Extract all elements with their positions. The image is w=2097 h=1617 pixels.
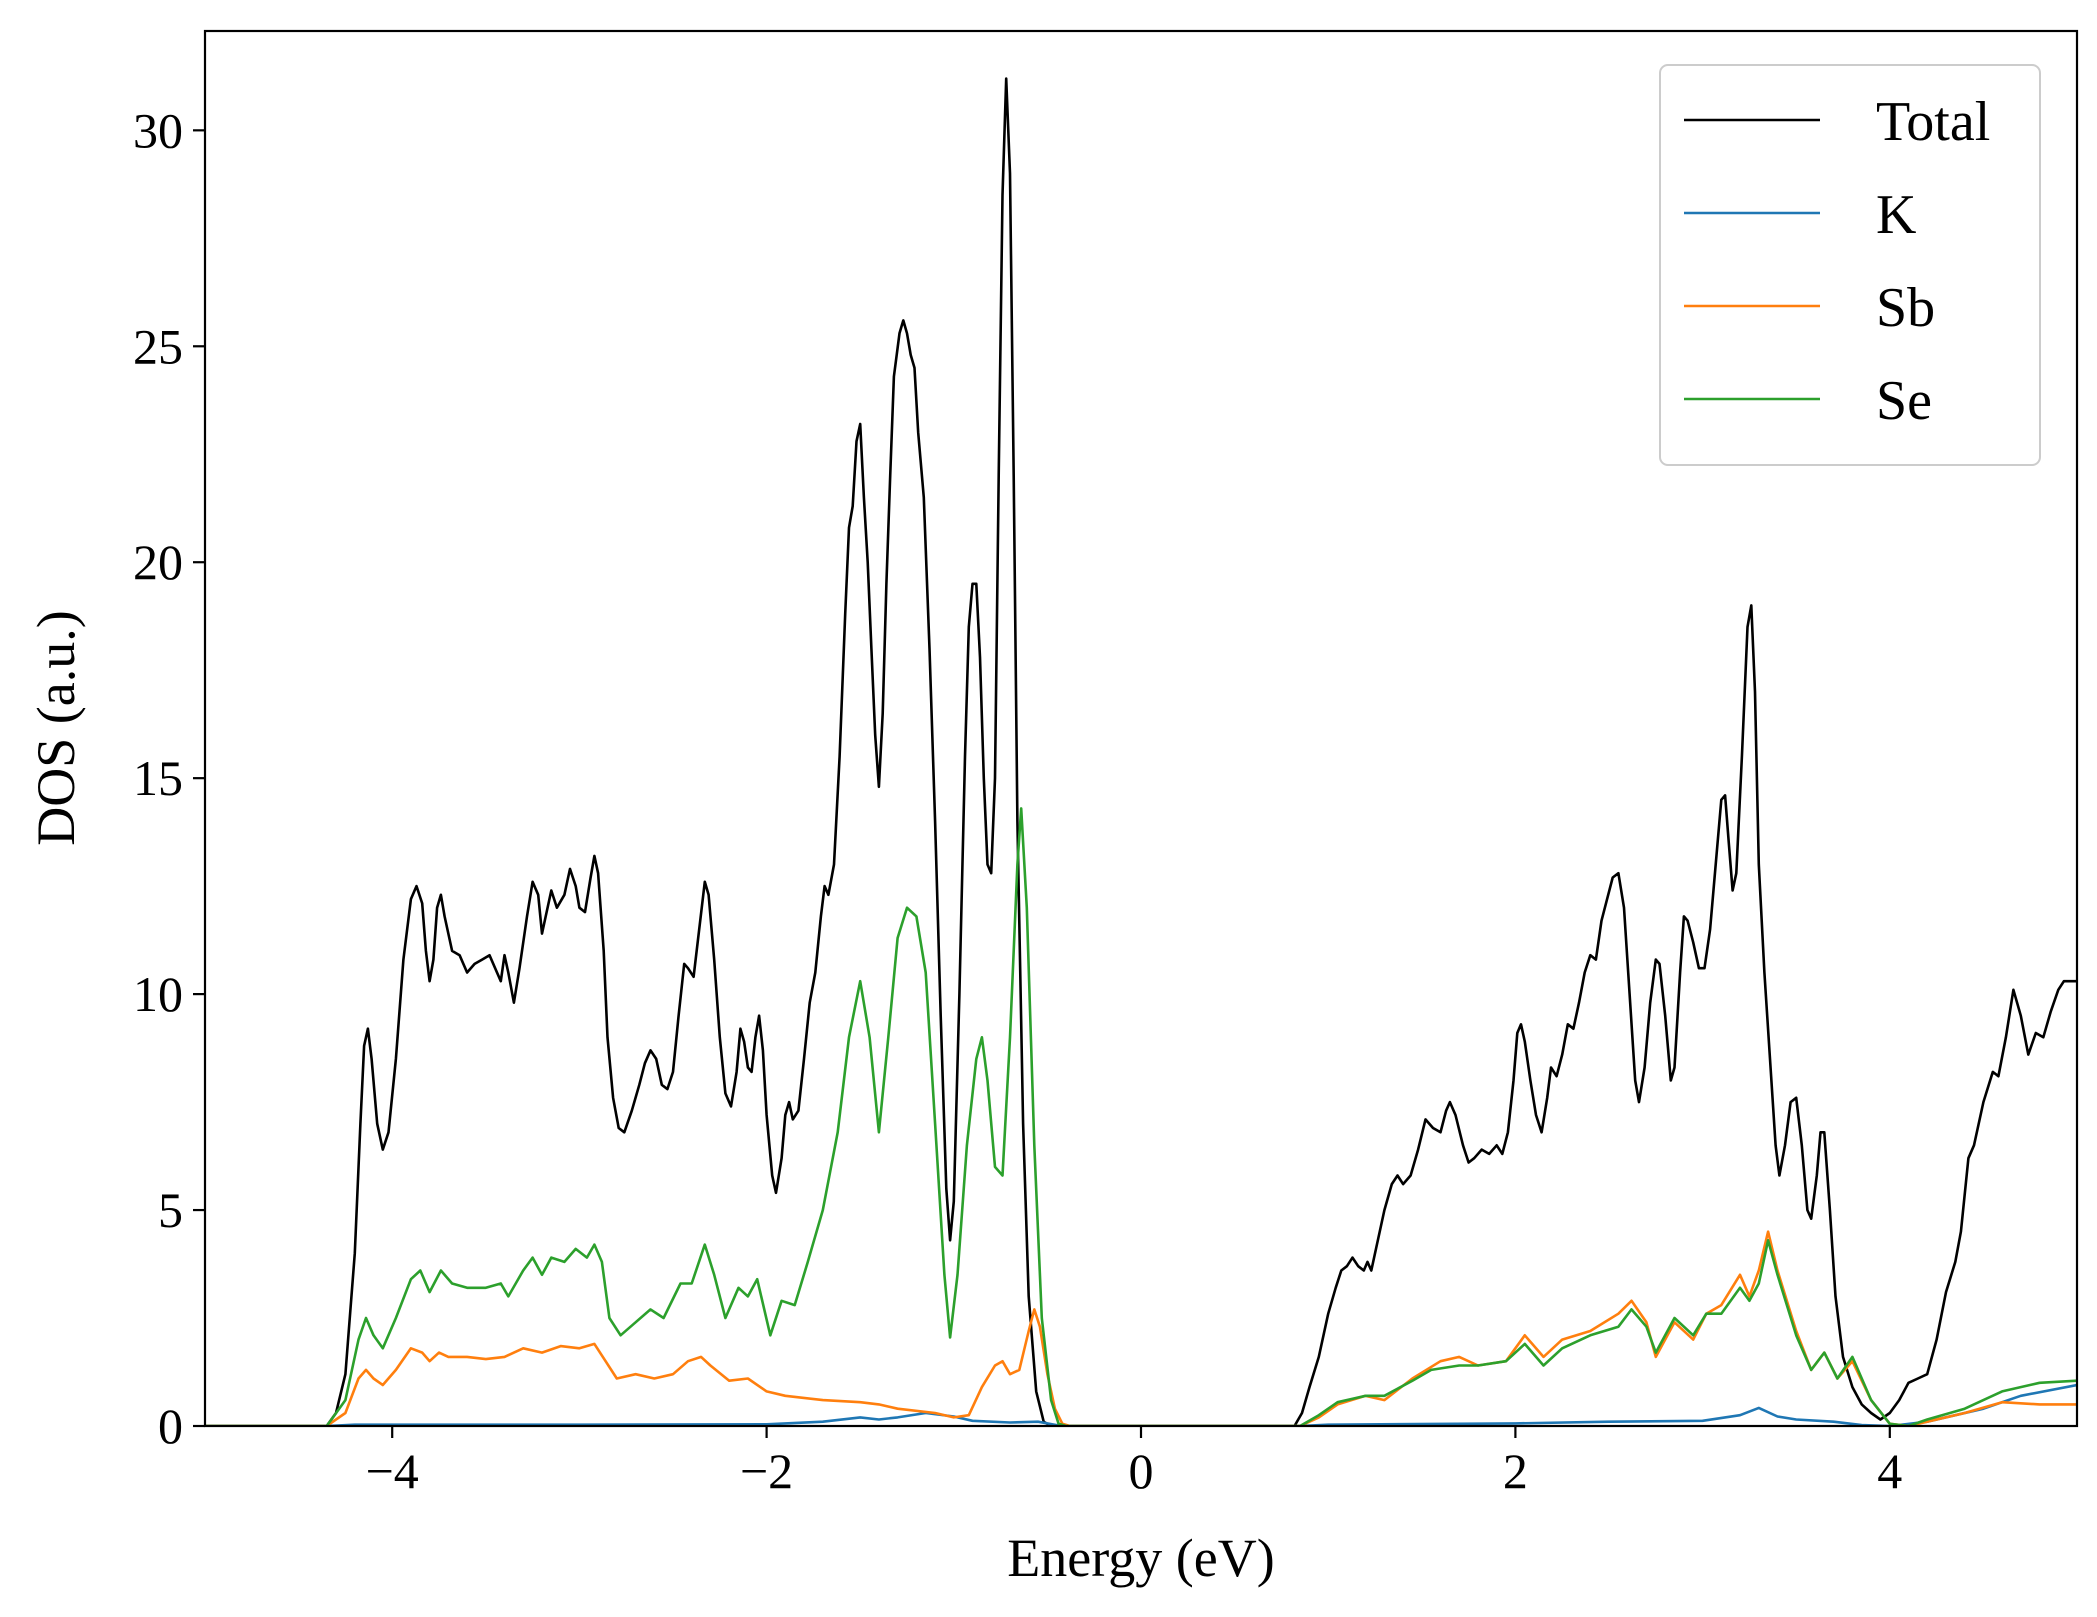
series-line-total (205, 77, 2077, 1426)
y-tick-label: 0 (158, 1398, 183, 1454)
y-tick-label: 10 (133, 966, 183, 1022)
legend: Total K Sb Se (1659, 64, 2041, 466)
x-tick-label: −4 (366, 1443, 419, 1499)
y-tick-label: 5 (158, 1182, 183, 1238)
x-axis-title: Energy (eV) (1007, 1528, 1274, 1588)
y-tick-label: 20 (133, 534, 183, 590)
series-line-k (205, 1383, 2077, 1426)
legend-label-total: Total (1876, 91, 1990, 153)
legend-label-sb: Sb (1876, 277, 1935, 339)
y-tick-label: 30 (133, 102, 183, 158)
y-tick-label: 15 (133, 750, 183, 806)
x-tick-label: −2 (740, 1443, 793, 1499)
ticks-layer: −4 −2 0 2 4 0 5 10 15 20 25 30 (133, 102, 1902, 1499)
x-tick-label: 2 (1503, 1443, 1528, 1499)
x-tick-label: 4 (1877, 1443, 1902, 1499)
y-tick-label: 25 (133, 318, 183, 374)
legend-label-k: K (1876, 184, 1916, 246)
legend-box (1659, 64, 2041, 466)
x-tick-label: 0 (1129, 1443, 1154, 1499)
y-axis-title: DOS (a.u.) (26, 610, 86, 845)
series-line-se (205, 807, 2077, 1426)
series-line-sb (205, 1230, 2077, 1426)
series-layer (205, 77, 2077, 1426)
legend-label-se: Se (1876, 370, 1932, 432)
